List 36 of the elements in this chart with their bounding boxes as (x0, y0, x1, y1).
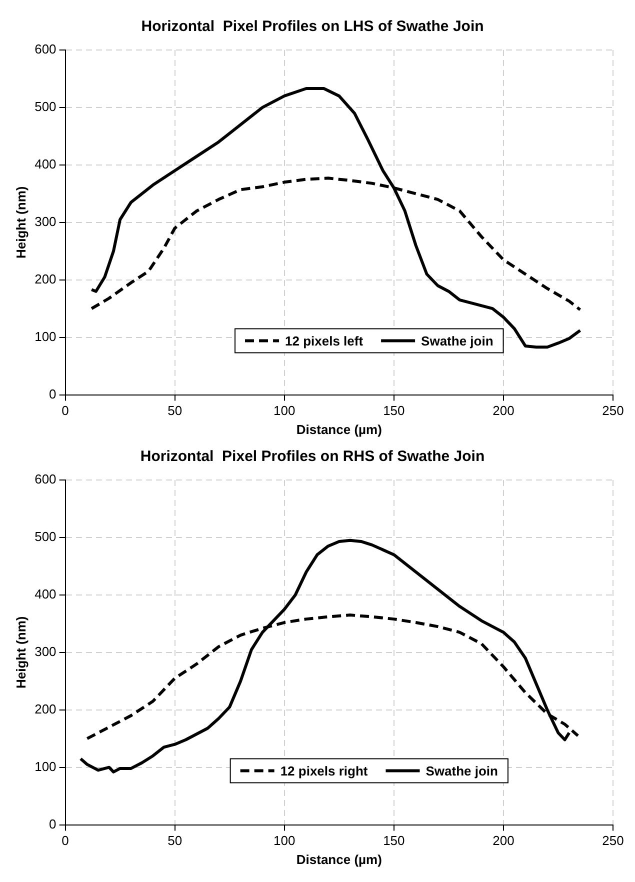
legend-label: Swathe join (421, 333, 494, 348)
y-tick-label: 300 (34, 214, 56, 229)
x-axis-title: Distance (µm) (296, 852, 382, 867)
x-tick-label: 200 (492, 403, 514, 418)
x-tick-label: 150 (383, 833, 405, 848)
y-axis-title: Height (nm) (13, 186, 28, 259)
x-tick-label: 150 (383, 403, 405, 418)
chart-title: Horizontal Pixel Profiles on RHS of Swathe Join (140, 448, 485, 466)
y-tick-label: 600 (34, 472, 56, 487)
y-tick-label: 400 (34, 156, 56, 172)
legend-label: 12 pixels right (280, 763, 368, 778)
y-tick-label: 200 (34, 701, 56, 716)
legend-label: 12 pixels left (285, 333, 364, 348)
y-tick-label: 100 (34, 328, 56, 344)
x-tick-label: 200 (492, 833, 514, 848)
y-tick-label: 500 (34, 99, 56, 114)
y-tick-label: 600 (34, 42, 56, 57)
x-tick-label: 0 (62, 403, 69, 418)
y-tick-label: 500 (34, 529, 56, 544)
y-tick-label: 200 (34, 271, 56, 286)
x-tick-label: 100 (274, 403, 296, 418)
y-tick-label: 300 (34, 644, 56, 659)
y-tick-label: 100 (34, 758, 56, 774)
legend-label: Swathe join (426, 763, 498, 778)
y-tick-label: 0 (49, 816, 56, 832)
x-axis-title: Distance (µm) (296, 422, 382, 437)
x-tick-label: 100 (274, 833, 296, 848)
y-tick-label: 0 (49, 386, 56, 402)
x-tick-label: 250 (602, 403, 624, 418)
x-tick-label: 50 (168, 833, 182, 848)
x-tick-label: 0 (62, 833, 69, 848)
y-tick-label: 400 (34, 586, 56, 602)
y-axis-title: Height (nm) (13, 616, 28, 689)
x-tick-label: 250 (602, 833, 624, 848)
x-tick-label: 50 (168, 403, 182, 418)
chart-title: Horizontal Pixel Profiles on LHS of Swathe Join (141, 18, 484, 36)
